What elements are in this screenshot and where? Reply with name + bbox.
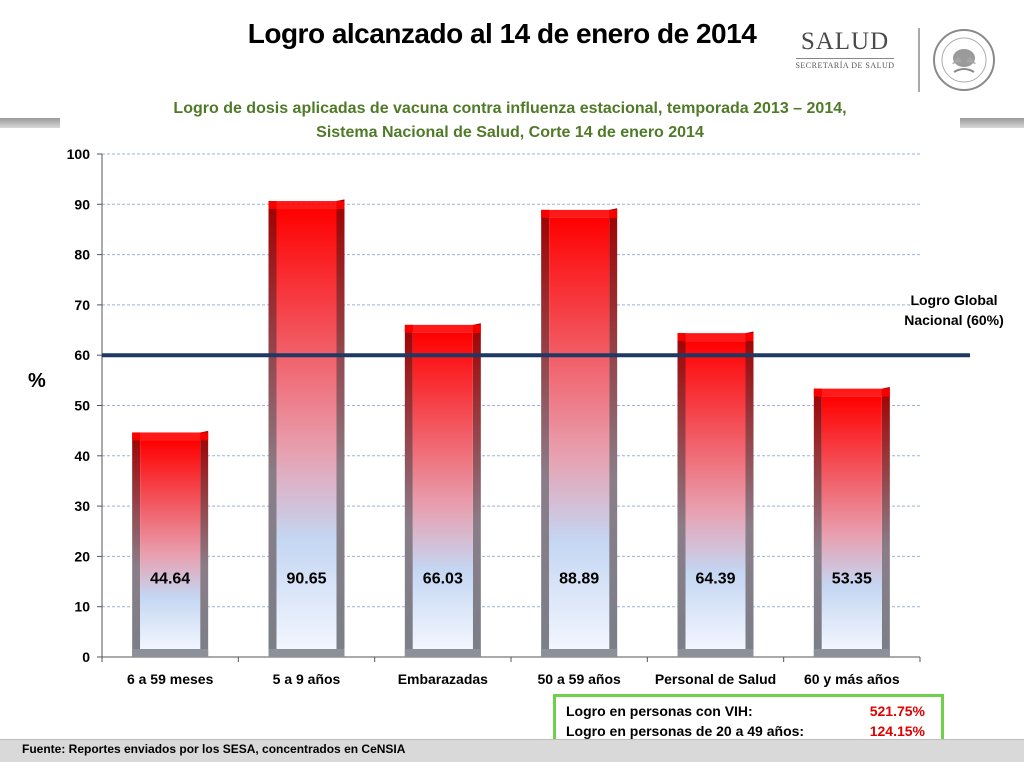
y-axis-label: % (28, 370, 46, 392)
footer-source: Fuente: Reportes enviados por los SESA, … (22, 742, 406, 756)
bar-top-cap (541, 209, 618, 218)
info-label: Logro en personas de 20 a 49 años: (566, 723, 805, 739)
bar-chart: 0 10 20 30 40 50 60 70 80 90 100 44.64 6 a 59 meses 9… (67, 146, 970, 687)
data-label: 53.35 (832, 571, 872, 588)
y-tick-label: 70 (74, 297, 90, 313)
y-tick-label: 30 (74, 498, 90, 514)
info-row-vih: Logro en personas con VIH: 521.75% (566, 703, 931, 723)
bar-side (200, 430, 209, 657)
data-label: 64.39 (695, 571, 735, 588)
logo-rule (796, 58, 894, 59)
info-row-20-49: Logro en personas de 20 a 49 años: 124.1… (566, 723, 931, 743)
bar-left-edge (677, 333, 686, 657)
footer-bar: Fuente: Reportes enviados por los SESA, … (0, 739, 1024, 762)
reference-label-line1: Logro Global (910, 292, 998, 308)
info-label: Logro en personas con VIH: (566, 703, 753, 719)
x-tick-label: 5 a 9 años (273, 671, 341, 687)
bar-left-edge (132, 432, 141, 657)
national-seal-icon (933, 29, 995, 91)
y-tick-label: 10 (74, 599, 90, 615)
bar-side (881, 387, 890, 657)
info-value: 124.15% (869, 723, 925, 739)
page-title: Logro alcanzado al 14 de enero de 2014 (247, 18, 757, 49)
y-tick-label: 90 (74, 196, 90, 212)
y-tick-label: 80 (74, 247, 90, 263)
bar (549, 217, 610, 649)
bar-side (745, 331, 754, 657)
logo-word: SALUD (800, 28, 890, 55)
data-label: 66.03 (423, 571, 463, 588)
info-value: 521.75% (869, 703, 925, 719)
reference-line-label: Logro Global Nacional (60%) (890, 290, 1018, 330)
chart-subtitle: Logro de dosis aplicadas de vacuna contr… (60, 97, 960, 145)
bar-top-cap (404, 324, 481, 333)
y-tick-label: 100 (67, 146, 91, 162)
y-tick-label: 50 (74, 398, 90, 414)
bar-base (132, 649, 209, 657)
bar-left-edge (813, 388, 822, 657)
data-label: 90.65 (286, 571, 326, 588)
bar-top-cap (132, 432, 209, 441)
bar (140, 440, 201, 649)
bar (276, 209, 337, 649)
bar-left-edge (404, 324, 413, 657)
salud-logo: SALUD SECRETARÍA DE SALUD (790, 28, 1020, 98)
logo-separator (918, 28, 920, 92)
x-tick-label: 50 a 59 años (538, 671, 621, 687)
bar-top-cap (677, 333, 754, 342)
chart-subtitle-line2: Sistema Nacional de Salud, Corte 14 de e… (316, 124, 704, 141)
bar-base (677, 649, 754, 657)
bar-base (541, 649, 618, 657)
x-tick-label: 60 y más años (804, 671, 900, 687)
bar (412, 332, 473, 649)
x-tick-label: Embarazadas (398, 671, 488, 687)
bar-left-edge (541, 209, 550, 657)
y-tick-label: 20 (74, 548, 90, 564)
reference-label-line2: Nacional (60%) (904, 312, 1004, 328)
data-label: 88.89 (559, 571, 599, 588)
salud-wordmark: SALUD SECRETARÍA DE SALUD (790, 28, 900, 70)
bar-base (813, 649, 890, 657)
bar-base (268, 649, 345, 657)
chart-subtitle-line1: Logro de dosis aplicadas de vacuna contr… (173, 100, 847, 117)
bar-top-cap (813, 388, 890, 397)
bar-side (336, 199, 345, 658)
bar-base (404, 649, 481, 657)
bar (821, 396, 882, 649)
y-tick-label: 40 (74, 448, 90, 464)
y-tick-label: 60 (74, 347, 90, 363)
y-tick-label: 0 (82, 649, 90, 665)
x-tick-label: Personal de Salud (655, 671, 776, 687)
bar-left-edge (268, 201, 277, 657)
info-box: Logro en personas con VIH: 521.75% Logro… (553, 694, 944, 744)
bar-side (609, 208, 618, 657)
logo-subtext: SECRETARÍA DE SALUD (795, 61, 895, 70)
data-label: 44.64 (150, 571, 190, 588)
x-tick-label: 6 a 59 meses (127, 671, 214, 687)
bar (685, 341, 746, 649)
bar-side (472, 323, 481, 657)
bar-top-cap (268, 201, 345, 210)
